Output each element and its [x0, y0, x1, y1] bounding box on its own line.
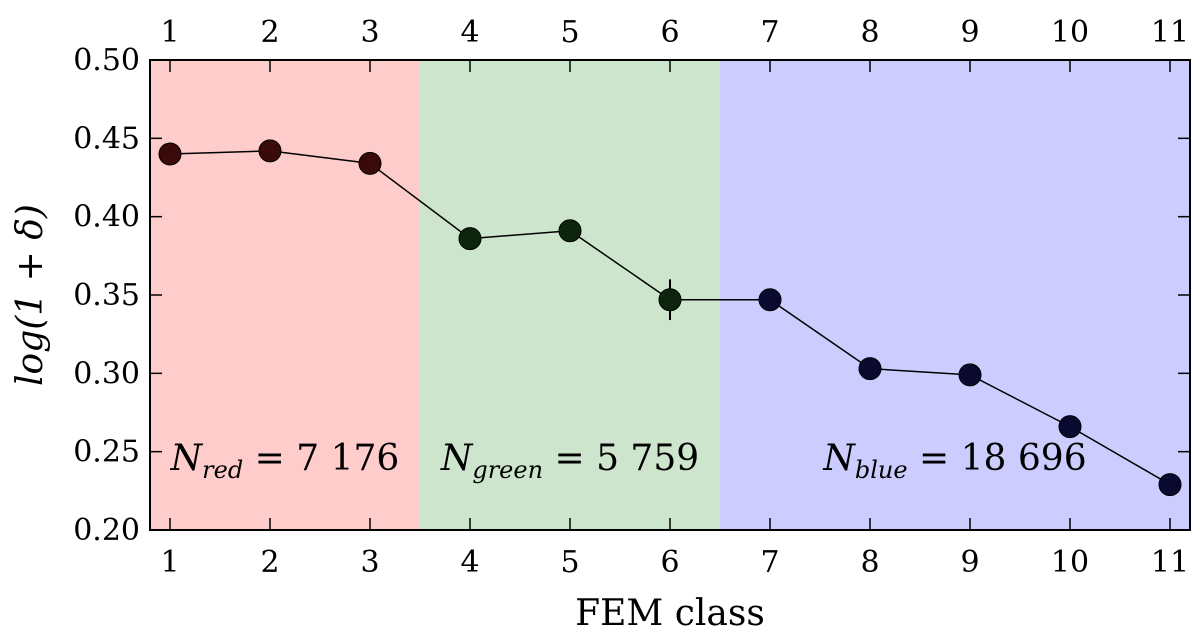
data-point	[758, 288, 782, 312]
data-point	[258, 139, 282, 163]
region-count-red: Nred = 7 176	[170, 438, 400, 484]
x-tick-label-bottom: 6	[660, 545, 679, 580]
x-tick-label-top: 9	[960, 15, 979, 50]
region-count-value: = 18 696	[908, 438, 1087, 479]
x-tick-label-top: 7	[760, 15, 779, 50]
x-tick-label-top: 1	[160, 15, 179, 50]
region-count-symbol: N	[822, 438, 856, 479]
data-point	[358, 151, 382, 175]
x-tick-label-bottom: 8	[860, 545, 879, 580]
region-count-subscript: red	[202, 456, 243, 484]
region-count-green: Ngreen = 5 759	[440, 438, 699, 484]
data-point	[558, 219, 582, 243]
x-tick-label-top: 8	[860, 15, 879, 50]
x-tick-label-bottom: 7	[760, 545, 779, 580]
x-tick-label-top: 2	[260, 15, 279, 50]
region-count-symbol: N	[440, 438, 474, 479]
data-point	[1158, 473, 1182, 497]
region-count-value: = 7 176	[243, 438, 399, 479]
x-tick-label-top: 5	[560, 15, 579, 50]
data-point	[458, 227, 482, 251]
region-annotations: Nred = 7 176 Ngreen = 5 759 Nblue = 18 696	[170, 438, 1087, 484]
region-count-subscript: green	[472, 456, 543, 484]
x-tick-label-bottom: 3	[360, 545, 379, 580]
y-tick-label: 0.30	[73, 356, 140, 391]
region-band-red	[150, 60, 420, 530]
data-point	[858, 357, 882, 381]
region-count-value: = 5 759	[543, 438, 699, 479]
y-tick-label: 0.50	[73, 43, 140, 78]
region-count-subscript: blue	[855, 456, 908, 484]
data-point	[958, 363, 982, 387]
axis-ticks: 112233445566778899101011110.200.250.300.…	[73, 15, 1190, 580]
x-tick-label-bottom: 10	[1051, 545, 1089, 580]
x-tick-label-bottom: 5	[560, 545, 579, 580]
y-tick-label: 0.45	[73, 121, 140, 156]
x-axis-title: FEM class	[575, 593, 765, 634]
y-tick-label: 0.40	[73, 200, 140, 235]
region-count-symbol: N	[170, 438, 204, 479]
y-tick-label: 0.35	[73, 278, 140, 313]
y-tick-label: 0.20	[73, 513, 140, 548]
data-point	[1058, 415, 1082, 439]
x-tick-label-bottom: 2	[260, 545, 279, 580]
x-tick-label-top: 3	[360, 15, 379, 50]
region-count-blue: Nblue = 18 696	[822, 438, 1086, 484]
y-tick-label: 0.25	[73, 435, 140, 470]
x-tick-label-bottom: 4	[460, 545, 479, 580]
y-axis-title: log(1 + δ)	[10, 204, 51, 386]
data-point	[158, 142, 182, 166]
x-tick-label-top: 4	[460, 15, 479, 50]
data-point	[658, 288, 682, 312]
data-series	[158, 139, 1182, 497]
x-tick-label-top: 6	[660, 15, 679, 50]
x-tick-label-bottom: 11	[1151, 545, 1189, 580]
x-tick-label-bottom: 9	[960, 545, 979, 580]
region-band-blue	[720, 60, 1190, 530]
x-tick-label-top: 10	[1051, 15, 1089, 50]
x-tick-label-top: 11	[1151, 15, 1189, 50]
x-tick-label-bottom: 1	[160, 545, 179, 580]
